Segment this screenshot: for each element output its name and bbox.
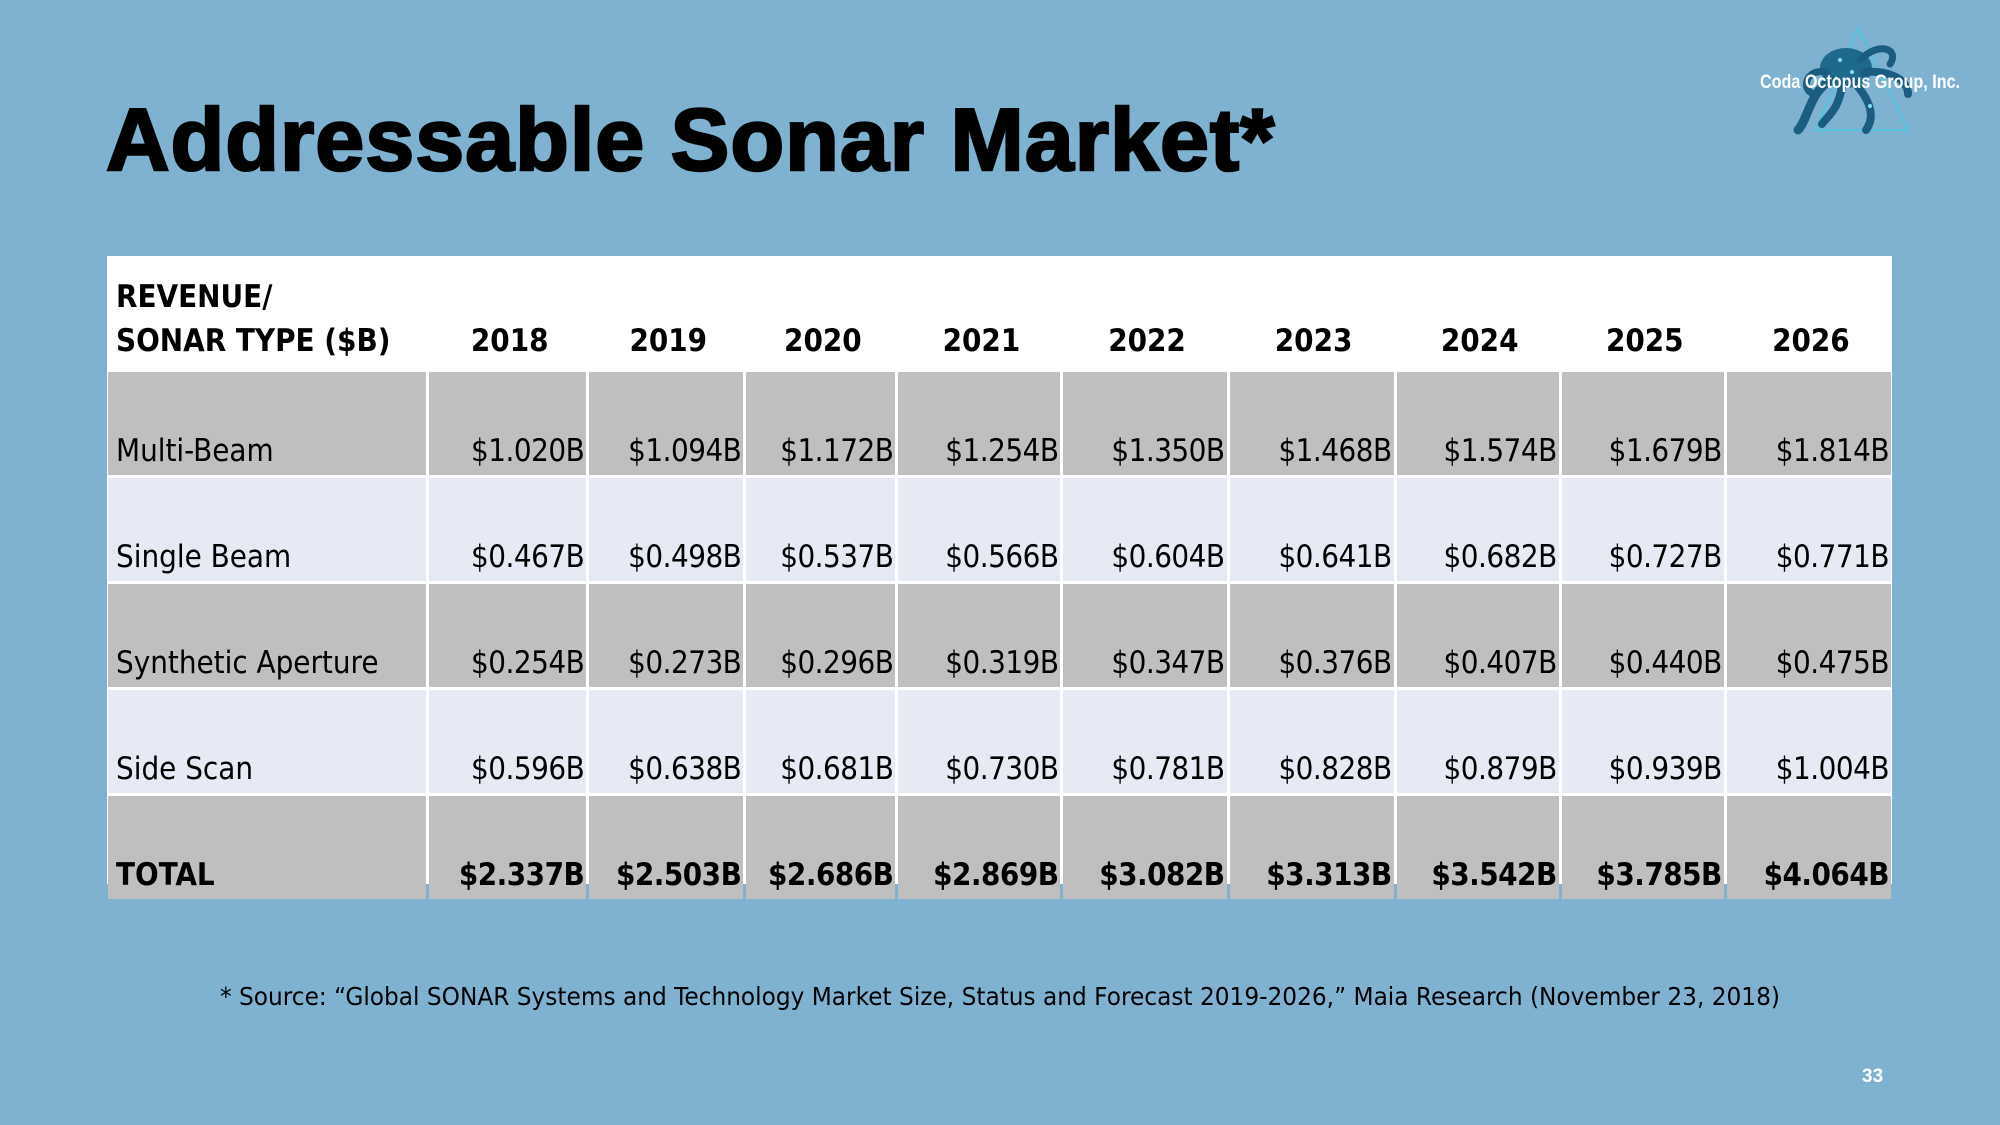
revenue-cell: $1.254B	[898, 372, 1061, 475]
revenue-cell: $2.686B	[746, 796, 896, 899]
revenue-cell: $0.273B	[589, 584, 744, 687]
octopus-logo-icon	[1793, 25, 1912, 135]
table-row: Synthetic Aperture $0.254B $0.273B $0.296B $…	[108, 584, 1891, 687]
revenue-cell: $0.681B	[746, 690, 896, 793]
revenue-cell: $0.319B	[898, 584, 1061, 687]
revenue-cell: $0.296B	[746, 584, 896, 687]
revenue-cell: $1.172B	[746, 372, 896, 475]
revenue-cell: $2.869B	[898, 796, 1061, 899]
revenue-cell: $3.785B	[1561, 796, 1724, 899]
table-total-row: TOTAL $2.337B $2.503B $2.686B $2.869B $3.082B…	[108, 796, 1891, 899]
row-label: Single Beam	[108, 478, 427, 581]
revenue-cell: $1.468B	[1229, 372, 1394, 475]
logo-company-name: Coda Octopus Group, Inc.	[1759, 72, 1961, 93]
revenue-cell: $1.574B	[1396, 372, 1559, 475]
revenue-cell: $0.537B	[746, 478, 896, 581]
source-footnote: * Source: “Global SONAR Systems and Tech…	[220, 982, 1780, 1011]
header-year: 2026	[1726, 259, 1891, 369]
revenue-cell: $0.828B	[1229, 690, 1394, 793]
page-number: 33	[1862, 1066, 1884, 1087]
revenue-cell: $0.347B	[1063, 584, 1227, 687]
revenue-cell: $3.313B	[1229, 796, 1394, 899]
revenue-cell: $0.440B	[1561, 584, 1724, 687]
header-year: 2021	[898, 259, 1061, 369]
revenue-cell: $0.641B	[1229, 478, 1394, 581]
header-line-1: REVENUE/	[116, 279, 273, 315]
table-header-row: REVENUE/ SONAR TYPE ($B) 2018 2019 2020 …	[108, 259, 1891, 369]
company-logo: Coda Octopus Group, Inc.	[1740, 20, 1980, 150]
revenue-cell: $1.004B	[1726, 690, 1891, 793]
revenue-cell: $0.498B	[589, 478, 744, 581]
revenue-cell: $0.771B	[1726, 478, 1891, 581]
revenue-cell: $0.254B	[429, 584, 587, 687]
row-label: TOTAL	[108, 796, 427, 899]
revenue-cell: $0.566B	[898, 478, 1061, 581]
table-row: Single Beam $0.467B $0.498B $0.537B $0.566B $…	[108, 478, 1891, 581]
revenue-cell: $0.879B	[1396, 690, 1559, 793]
revenue-cell: $0.638B	[589, 690, 744, 793]
revenue-cell: $0.475B	[1726, 584, 1891, 687]
revenue-cell: $0.407B	[1396, 584, 1559, 687]
revenue-cell: $0.682B	[1396, 478, 1559, 581]
revenue-cell: $1.350B	[1063, 372, 1227, 475]
header-year: 2023	[1229, 259, 1394, 369]
revenue-cell: $2.503B	[589, 796, 744, 899]
revenue-cell: $1.020B	[429, 372, 587, 475]
revenue-cell: $4.064B	[1726, 796, 1891, 899]
sonar-market-table: REVENUE/ SONAR TYPE ($B) 2018 2019 2020 …	[107, 256, 1892, 899]
revenue-cell: $0.604B	[1063, 478, 1227, 581]
header-year: 2025	[1561, 259, 1724, 369]
revenue-cell: $0.376B	[1229, 584, 1394, 687]
revenue-cell: $1.679B	[1561, 372, 1724, 475]
revenue-cell: $3.082B	[1063, 796, 1227, 899]
revenue-cell: $1.094B	[589, 372, 744, 475]
revenue-cell: $0.467B	[429, 478, 587, 581]
revenue-cell: $0.727B	[1561, 478, 1724, 581]
row-label: Side Scan	[108, 690, 427, 793]
revenue-cell: $1.814B	[1726, 372, 1891, 475]
header-year: 2019	[589, 259, 744, 369]
header-sonar-type: REVENUE/ SONAR TYPE ($B)	[108, 259, 427, 369]
header-year: 2022	[1063, 259, 1227, 369]
table-row: Multi-Beam $1.020B $1.094B $1.172B $1.254B $1…	[108, 372, 1891, 475]
revenue-cell: $3.542B	[1396, 796, 1559, 899]
slide-title: Addressable Sonar Market*	[105, 90, 1276, 189]
revenue-cell: $0.939B	[1561, 690, 1724, 793]
revenue-cell: $0.781B	[1063, 690, 1227, 793]
revenue-cell: $0.596B	[429, 690, 587, 793]
row-label: Multi-Beam	[108, 372, 427, 475]
revenue-cell: $0.730B	[898, 690, 1061, 793]
row-label: Synthetic Aperture	[108, 584, 427, 687]
header-year: 2020	[746, 259, 896, 369]
table-row: Side Scan $0.596B $0.638B $0.681B $0.730B $0.…	[108, 690, 1891, 793]
header-year: 2018	[429, 259, 587, 369]
revenue-cell: $2.337B	[429, 796, 587, 899]
header-line-2: SONAR TYPE ($B)	[116, 323, 391, 359]
header-year: 2024	[1396, 259, 1559, 369]
